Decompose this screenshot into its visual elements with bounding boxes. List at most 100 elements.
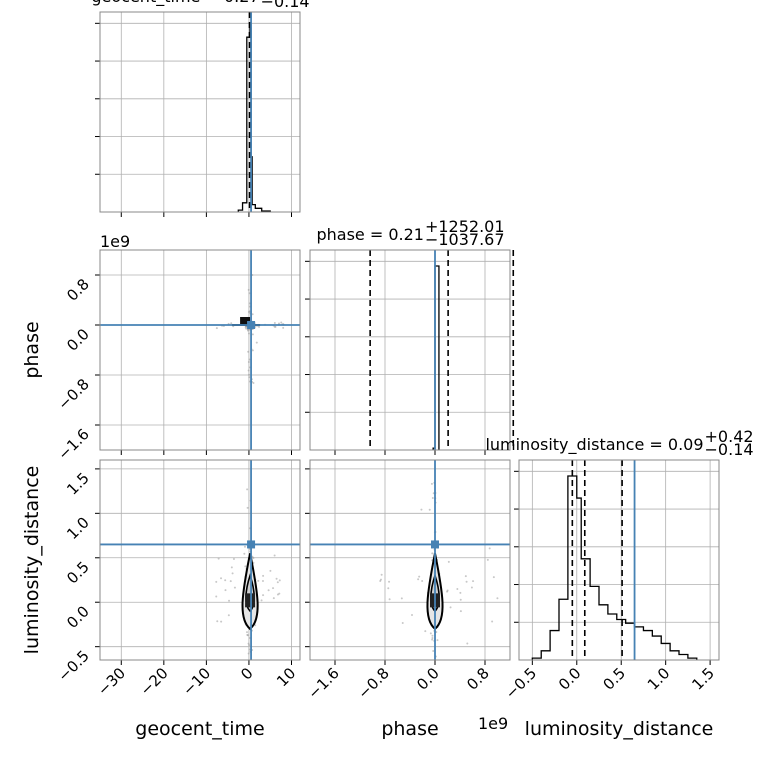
- scatter-point: [251, 333, 254, 336]
- scatter-point: [251, 349, 254, 352]
- hist-panel-geocent_time: [95, 12, 300, 217]
- scatter-point: [273, 325, 276, 328]
- scatter-point: [431, 638, 434, 641]
- scatter-point: [248, 373, 251, 376]
- x-tick-label: −20: [137, 664, 172, 699]
- scatter-point: [278, 579, 281, 582]
- density-core: [240, 317, 251, 325]
- scatter-point: [496, 597, 499, 600]
- scatter-point: [245, 327, 248, 330]
- panel-title-phase: phase = 0.21 +1252.01−1037.67: [316, 217, 504, 249]
- scatter-point: [388, 598, 391, 601]
- scatter-point: [431, 636, 434, 639]
- y-tick-label: 0.5: [63, 558, 93, 588]
- scatter-point: [232, 558, 235, 561]
- scatter-point: [258, 325, 261, 328]
- scatter-point: [220, 577, 223, 580]
- scatter-point: [436, 696, 438, 698]
- scatter-point: [465, 580, 468, 583]
- scatter-point: [227, 614, 230, 617]
- scatter-point: [215, 580, 218, 583]
- scatter-point: [472, 580, 475, 583]
- scatter-point: [246, 506, 249, 509]
- x-tick-label: −10: [179, 664, 214, 699]
- scatter-frame-geocent_time-luminosity_distance: [99, 459, 301, 661]
- scatter-point: [248, 376, 251, 379]
- scatter-point: [224, 589, 227, 592]
- scatter-point: [280, 321, 283, 324]
- title-minus: −0.14: [705, 440, 754, 459]
- scatter-point: [418, 575, 421, 578]
- y-tick-label: 1.5: [63, 469, 93, 499]
- hist-frame-luminosity_distance: [518, 459, 720, 661]
- scatter-point: [262, 594, 265, 597]
- hist-frame-geocent_time: [99, 11, 301, 213]
- y-label-luminosity-distance: luminosity_distance: [21, 466, 43, 655]
- scatter-point: [428, 508, 431, 511]
- scatter-point: [267, 589, 270, 592]
- tick-labels: −30 −20 −10 0 10 −1.6 −0.8 0.0 0.8 −0.5 0.0 0.5 1.0 1…: [54, 275, 718, 702]
- scatter-point: [431, 497, 434, 500]
- scatter-point: [273, 322, 276, 325]
- title-plus: +1252.01: [425, 217, 505, 236]
- scatter-point: [387, 587, 390, 590]
- scatter-point: [272, 587, 275, 590]
- scatter-point: [491, 620, 494, 623]
- x-tick-label: 1.0: [644, 664, 674, 694]
- scatter-point: [244, 565, 247, 568]
- y-tick-label: 0.8: [63, 275, 93, 305]
- y-label-phase: phase: [21, 321, 43, 378]
- hist-panel-phase: [305, 250, 515, 455]
- title-main: geocent_time = 0.27: [91, 0, 259, 7]
- scatter-point: [459, 598, 462, 601]
- scatter-point: [251, 313, 254, 316]
- scatter-frame-geocent_time-phase: [99, 249, 301, 451]
- scatter-panel-phase-luminosity_distance: [305, 460, 510, 698]
- title-main: luminosity_distance = 0.09: [485, 435, 703, 455]
- scatter-point: [247, 642, 250, 645]
- x-tick-label: 0.5: [599, 664, 629, 694]
- y-tick-label: −0.5: [54, 647, 92, 685]
- scatter-point: [248, 644, 251, 647]
- scatter-panel-geocent_time-phase: [95, 250, 300, 455]
- scatter-point: [228, 599, 231, 602]
- scatter-point: [247, 369, 250, 372]
- panel-title-luminosity_distance: luminosity_distance = 0.09 +0.42−0.14: [485, 427, 753, 459]
- x-tick-label: 1.5: [688, 664, 718, 694]
- scatter-point: [252, 381, 255, 384]
- scatter-point: [488, 547, 491, 550]
- scatter-point: [215, 595, 218, 598]
- scatter-point: [278, 592, 281, 595]
- hist-step-geocent_time: [237, 27, 271, 212]
- hist-step-luminosity_distance: [531, 475, 698, 660]
- scatter-point: [436, 639, 439, 642]
- scatter-point: [456, 588, 459, 591]
- x-tick-label: −1.6: [304, 664, 342, 702]
- x-label-luminosity-distance: luminosity_distance: [525, 718, 714, 740]
- scatter-point: [247, 652, 250, 655]
- truth-marker: [247, 540, 256, 549]
- panel-title-geocent_time: geocent_time = 0.27+0.13−0.14: [91, 0, 309, 11]
- offset-label-phase-y: 1e9: [100, 232, 130, 251]
- scatter-point: [272, 597, 275, 600]
- scatter-point: [220, 620, 223, 623]
- scatter-point: [466, 642, 469, 645]
- scatter-point: [216, 620, 219, 623]
- scatter-panel-geocent_time-luminosity_distance: [95, 460, 300, 665]
- scatter-point: [275, 577, 278, 580]
- scatter-point: [417, 578, 420, 581]
- title-minus: −1037.67: [425, 230, 505, 249]
- scatter-point: [260, 599, 263, 602]
- density-core: [245, 593, 256, 608]
- scatter-point: [282, 326, 285, 329]
- x-label-phase: phase: [381, 718, 438, 740]
- scatter-point: [470, 586, 473, 589]
- scatter-point: [245, 631, 248, 634]
- scatter-point: [224, 579, 227, 582]
- scatter-point: [248, 358, 251, 361]
- x-tick-label: 0.0: [413, 664, 443, 694]
- scatter-point: [246, 488, 249, 491]
- scatter-point: [215, 327, 218, 330]
- x-tick-label: −0.8: [354, 664, 392, 702]
- scatter-frame-phase-luminosity_distance: [309, 459, 511, 661]
